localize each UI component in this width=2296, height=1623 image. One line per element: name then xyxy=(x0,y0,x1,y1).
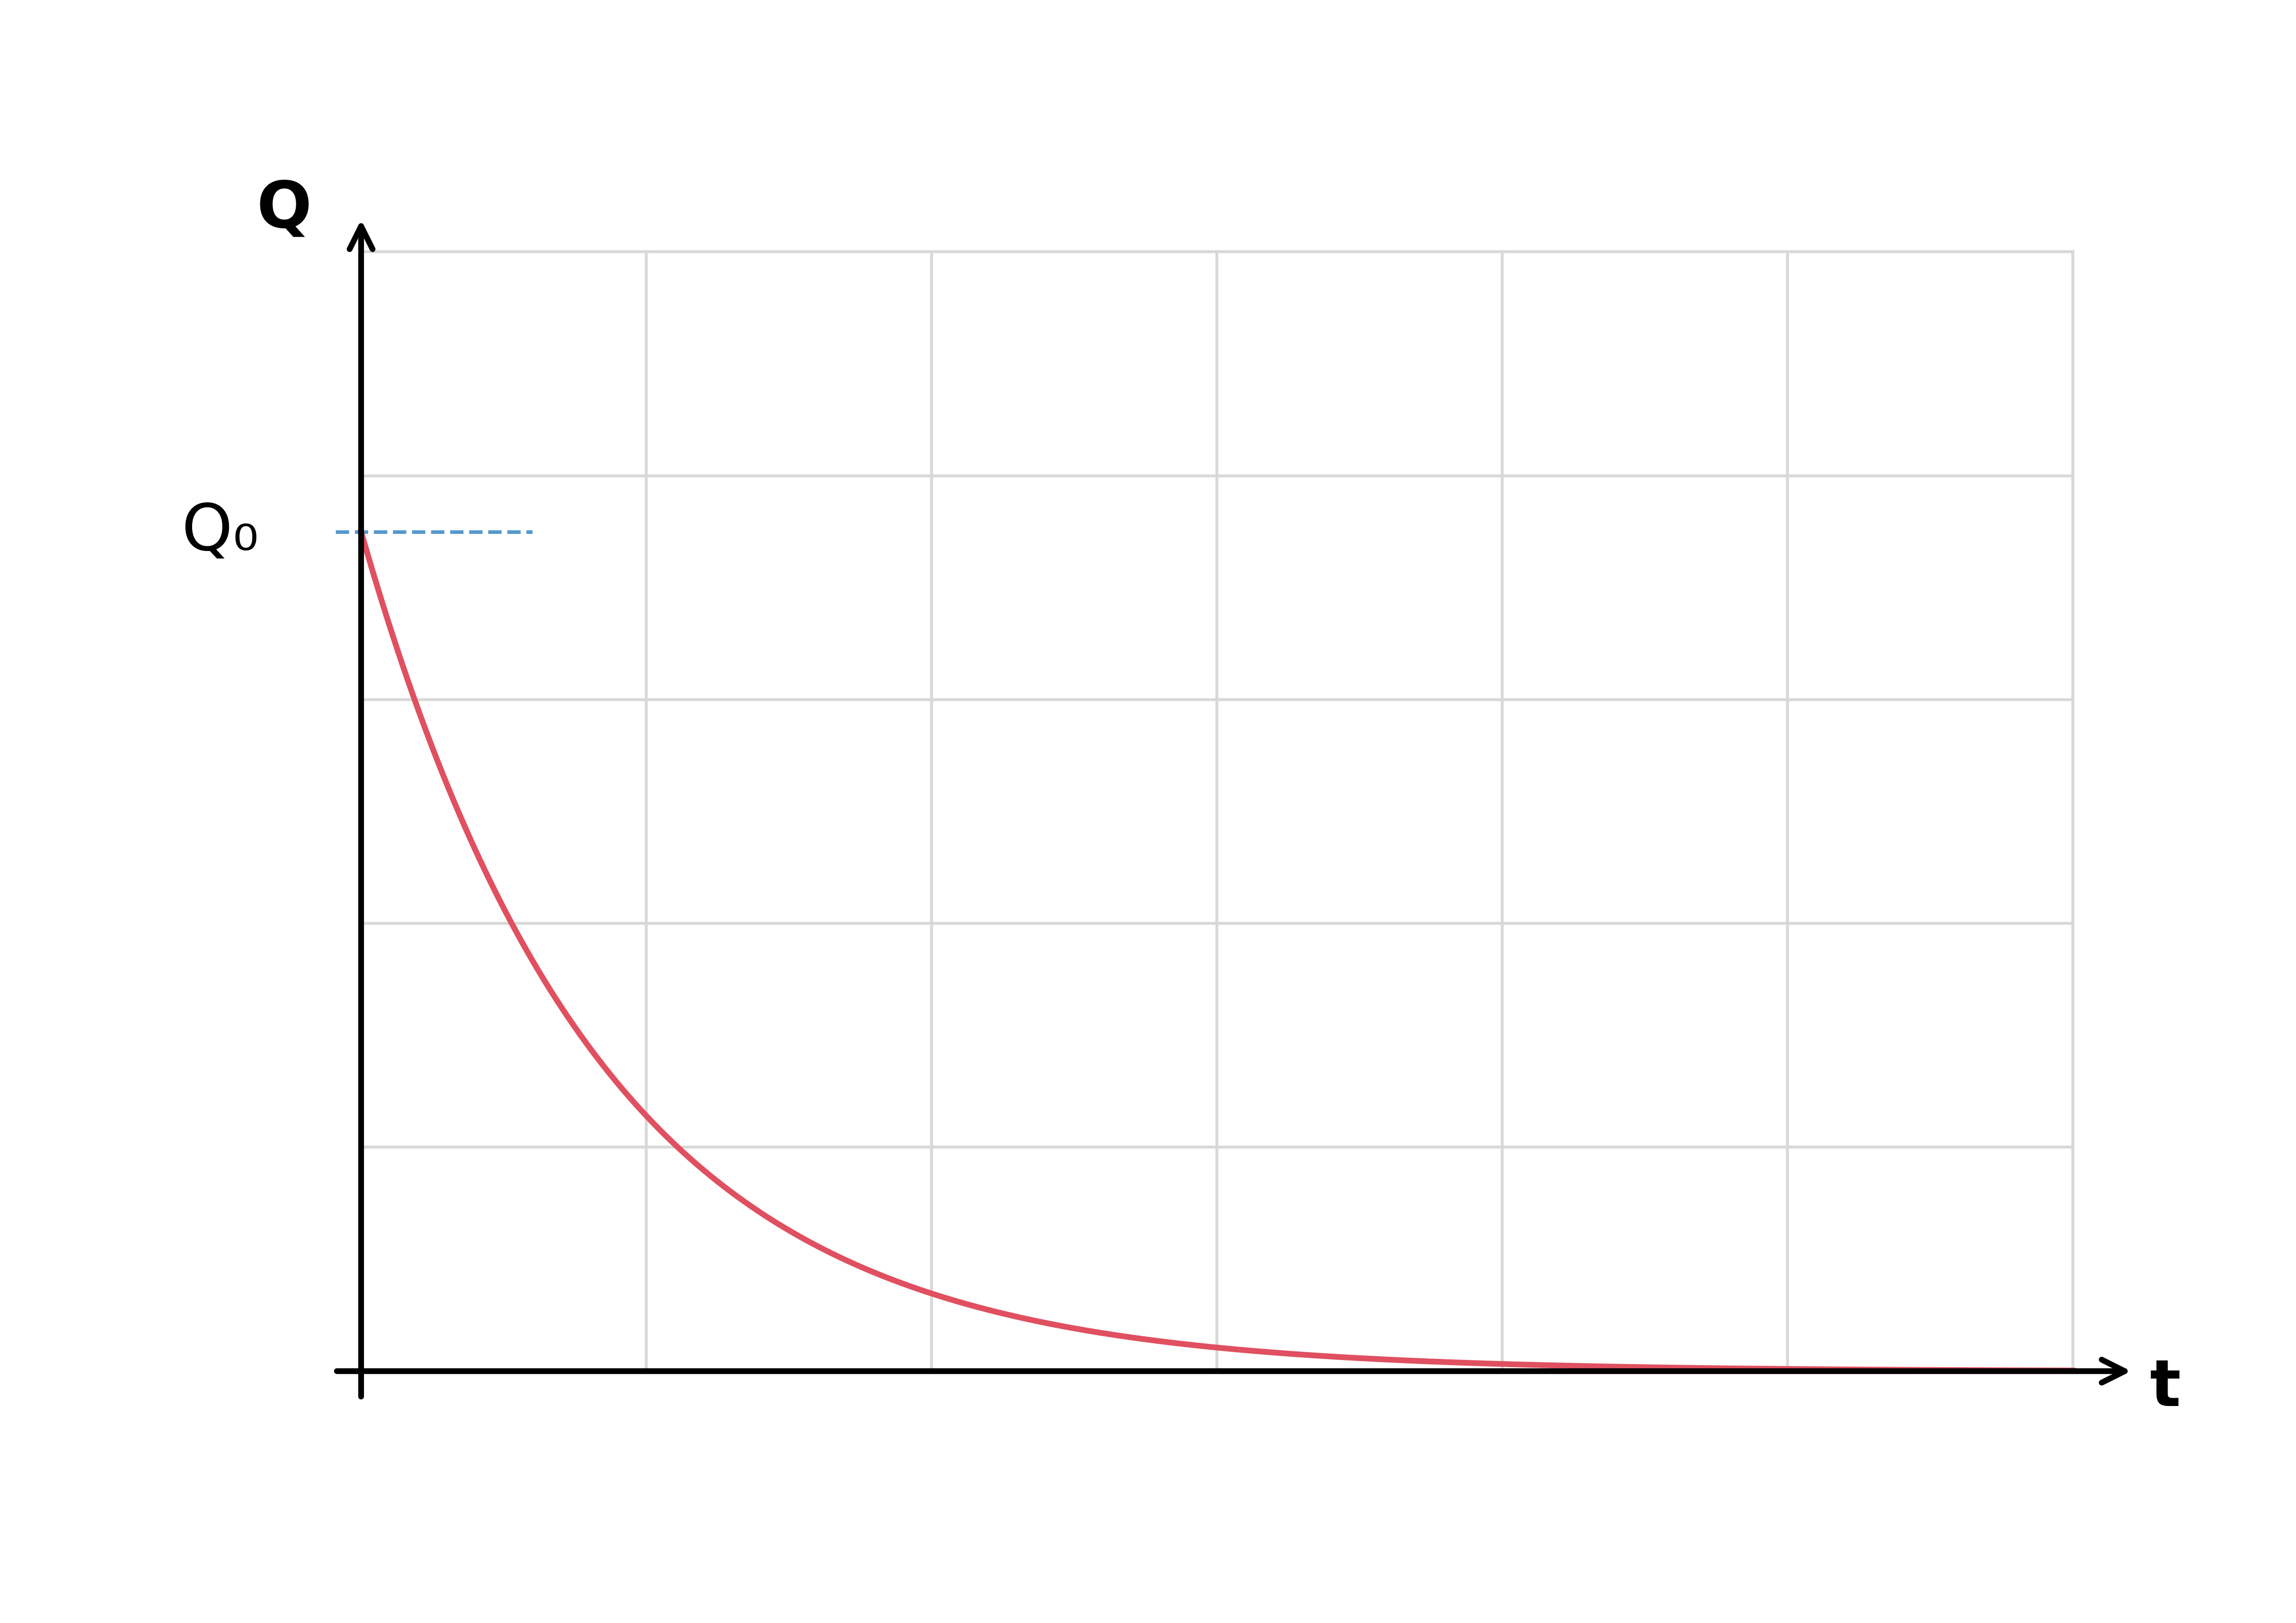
Text: Q: Q xyxy=(257,179,312,240)
Text: t: t xyxy=(2149,1357,2181,1419)
Text: Q₀: Q₀ xyxy=(181,500,259,563)
